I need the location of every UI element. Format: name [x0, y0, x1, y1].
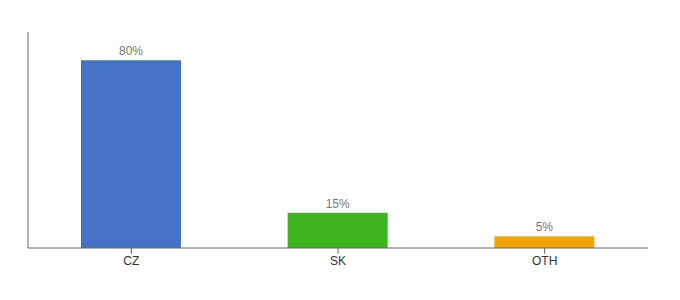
svg-text:80%: 80%: [119, 44, 143, 58]
svg-text:5%: 5%: [536, 220, 554, 234]
svg-text:SK: SK: [330, 254, 346, 268]
svg-text:OTH: OTH: [532, 254, 557, 268]
svg-text:15%: 15%: [326, 197, 350, 211]
svg-text:CZ: CZ: [123, 254, 139, 268]
